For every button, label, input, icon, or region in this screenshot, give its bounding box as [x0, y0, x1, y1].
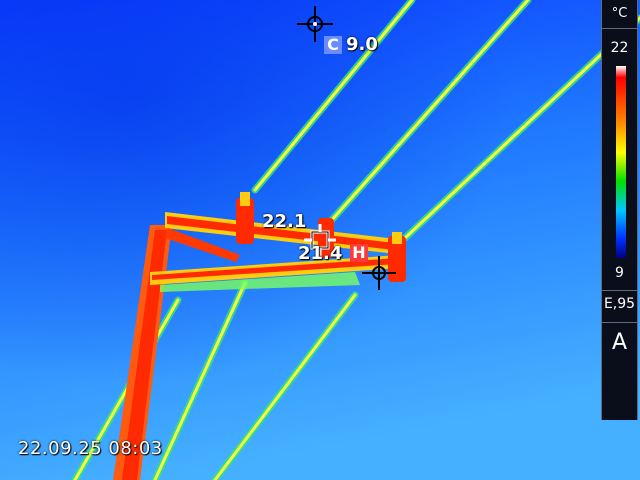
- cold-marker: C: [324, 36, 342, 54]
- scale-min-value: 9: [615, 265, 624, 281]
- emissivity-value: E,95: [603, 296, 636, 312]
- power-lines: [71, 0, 640, 480]
- hot-spot-value: 21.4: [298, 243, 343, 264]
- scale-max-value: 22: [610, 40, 629, 56]
- cold-spot-value: 9.0: [346, 34, 378, 55]
- spot-value: 22.1: [262, 211, 307, 232]
- range-mode-indicator: A: [611, 330, 628, 355]
- hot-marker: H: [350, 244, 368, 262]
- center-spot-crosshair: [304, 224, 336, 256]
- color-scale-bar: [616, 66, 626, 258]
- cold-spot-crosshair: [297, 6, 333, 42]
- scale-unit: °C: [611, 6, 628, 21]
- temperature-scale-panel: °C 22 9 E,95 A: [601, 0, 638, 420]
- hot-spot-crosshair: [362, 256, 396, 290]
- utility-pole: [113, 192, 406, 480]
- capture-timestamp: 22.09.25 08:03: [18, 438, 163, 459]
